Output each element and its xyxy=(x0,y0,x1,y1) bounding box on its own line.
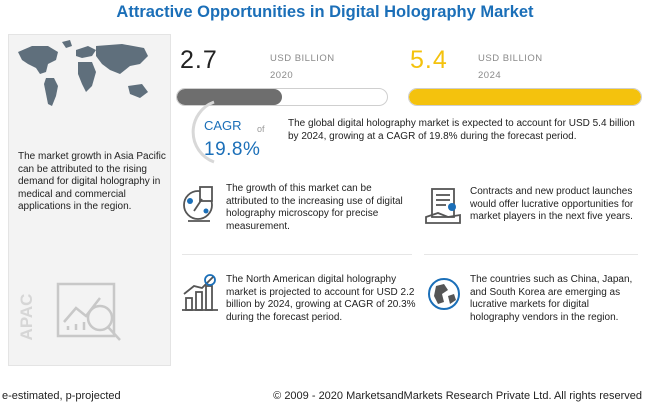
unit-2020: USD BILLION xyxy=(270,53,335,64)
footer-note: e-estimated, p-projected xyxy=(2,390,121,402)
value-2024: 5.4 xyxy=(410,46,448,74)
apac-label: APAC xyxy=(17,293,36,341)
cagr-label: CAGR xyxy=(204,118,242,133)
contract-money-icon xyxy=(425,188,461,224)
region-text: The market growth in Asia Pacific can be… xyxy=(18,151,166,212)
divider-right xyxy=(424,254,638,255)
microscope-icon xyxy=(183,186,213,222)
analysis-chart-icon xyxy=(56,282,121,341)
year-2024: 2024 xyxy=(478,70,502,81)
cagr-arc-icon xyxy=(191,100,215,164)
market-summary: The global digital holography market is … xyxy=(288,118,635,142)
world-map-icon xyxy=(18,40,148,106)
year-2020: 2020 xyxy=(270,70,294,81)
unit-2024: USD BILLION xyxy=(478,53,543,64)
value-2020: 2.7 xyxy=(180,46,218,74)
bar-2024 xyxy=(409,89,641,105)
footer-copyright: © 2009 - 2020 MarketsandMarkets Research… xyxy=(273,390,642,402)
cagr-value: 19.8% xyxy=(204,139,261,160)
bar-track-2024 xyxy=(408,88,642,106)
point-text-1: The growth of this market can be attribu… xyxy=(226,183,403,232)
divider-left xyxy=(182,254,412,255)
growth-chart-icon xyxy=(182,274,218,311)
point-text-3: The North American digital holography ma… xyxy=(226,274,416,323)
point-text-4: The countries such as China, Japan, and … xyxy=(470,274,633,323)
bar-track-2020 xyxy=(176,88,388,106)
page-title: Attractive Opportunities in Digital Holo… xyxy=(116,3,534,21)
cagr-of: of xyxy=(257,124,265,134)
globe-icon xyxy=(428,278,460,310)
point-text-2: Contracts and new product launches would… xyxy=(470,186,634,222)
bar-2020 xyxy=(177,89,282,105)
